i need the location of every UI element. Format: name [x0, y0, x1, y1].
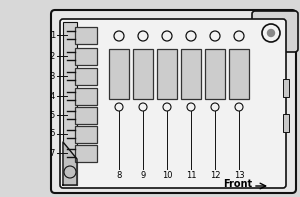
Text: 1: 1 — [50, 31, 55, 40]
Text: 3: 3 — [50, 72, 55, 81]
Bar — [109, 49, 129, 99]
Bar — [133, 49, 153, 99]
Bar — [75, 27, 97, 44]
Text: 2: 2 — [50, 51, 55, 60]
Bar — [75, 68, 97, 85]
FancyBboxPatch shape — [252, 11, 298, 52]
Bar — [283, 114, 289, 132]
Text: 5: 5 — [50, 111, 55, 120]
Text: 7: 7 — [50, 149, 55, 157]
Text: 10: 10 — [162, 170, 172, 179]
Bar — [75, 125, 97, 142]
Bar — [75, 47, 97, 64]
Bar — [229, 49, 249, 99]
Bar — [75, 145, 97, 162]
Circle shape — [268, 30, 274, 36]
Text: Front: Front — [223, 179, 252, 189]
Bar — [75, 87, 97, 104]
Text: 6: 6 — [50, 129, 55, 138]
Text: 4: 4 — [50, 91, 55, 100]
Text: 8: 8 — [116, 170, 122, 179]
Bar — [157, 49, 177, 99]
Text: 9: 9 — [140, 170, 146, 179]
Bar — [63, 22, 77, 185]
FancyBboxPatch shape — [60, 19, 286, 188]
FancyBboxPatch shape — [51, 10, 296, 193]
Text: 12: 12 — [210, 170, 220, 179]
Text: 11: 11 — [186, 170, 196, 179]
Bar — [75, 107, 97, 124]
Bar — [205, 49, 225, 99]
Polygon shape — [63, 142, 77, 185]
Bar — [181, 49, 201, 99]
Text: 13: 13 — [234, 170, 244, 179]
Bar — [283, 79, 289, 97]
